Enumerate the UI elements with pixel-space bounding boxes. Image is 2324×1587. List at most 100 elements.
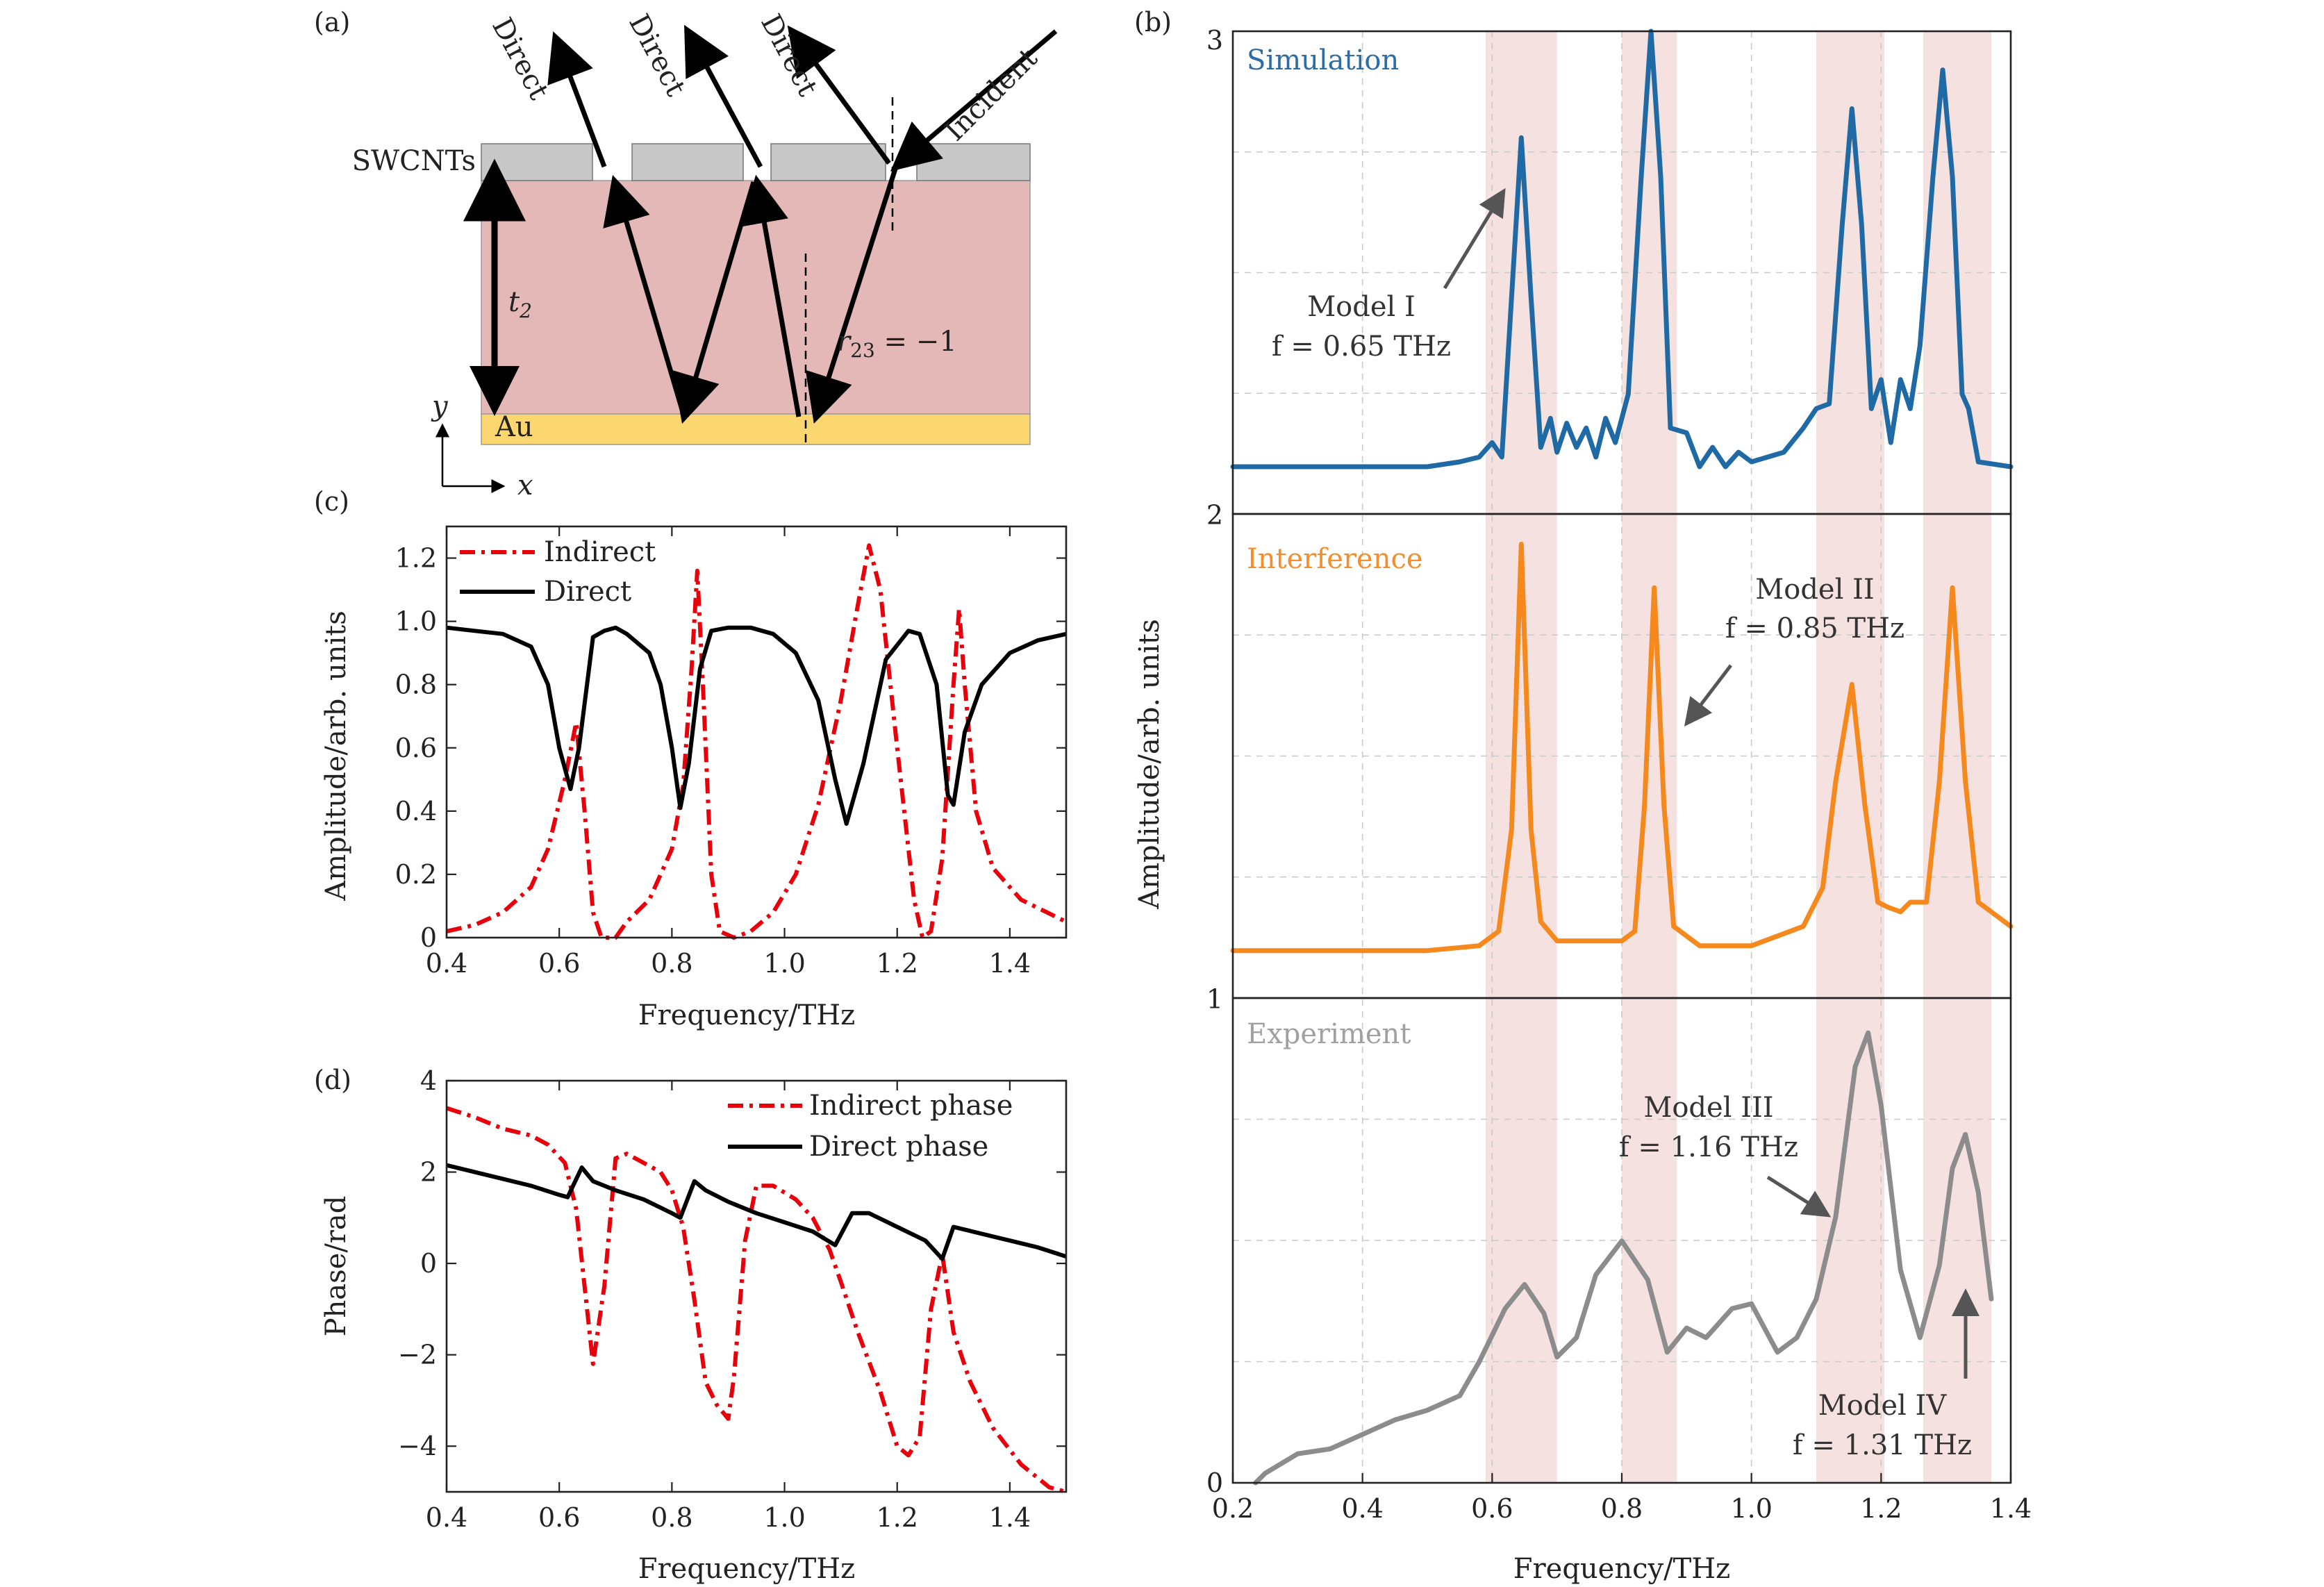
x-tick-label: 1.2 xyxy=(877,1502,918,1533)
x-tick-label: 1.2 xyxy=(1860,1493,1902,1524)
y-tick-label: 1.2 xyxy=(395,543,437,574)
x-tick-label: 0.6 xyxy=(538,948,580,979)
y-axis-title: Amplitude/arb. units xyxy=(1134,619,1165,910)
legend-label: Direct phase xyxy=(809,1131,988,1163)
incident-ray xyxy=(890,29,1058,172)
y-tick-label: 0.8 xyxy=(395,670,437,700)
x-tick-label: 1.0 xyxy=(763,948,805,979)
thickness-label: t2 xyxy=(508,286,532,322)
series-line xyxy=(446,1163,1067,1261)
x-tick-label: 1.0 xyxy=(763,1502,805,1533)
series-line xyxy=(1253,1030,1994,1486)
y-tick-label: 2 xyxy=(1206,500,1223,531)
panel-c-label: (c) xyxy=(314,486,349,517)
x-tick-label: 1.4 xyxy=(989,1502,1031,1533)
direct-ray xyxy=(547,31,607,168)
series-line xyxy=(1230,542,2014,954)
panel-b-label: (b) xyxy=(1134,7,1172,38)
swcnt-block xyxy=(631,143,744,181)
au-label: Au xyxy=(495,411,533,443)
y-axis-title: Amplitude/arb. units xyxy=(320,610,352,901)
x-axis-title: Frequency/THz xyxy=(1513,1553,1730,1585)
y-tick-label: 0 xyxy=(420,1248,437,1279)
direct-label: Direct xyxy=(622,9,692,101)
direct-ray xyxy=(787,25,891,165)
reflected-ray xyxy=(740,174,802,417)
gold-layer xyxy=(481,413,1031,445)
x-tick-label: 0.4 xyxy=(426,1502,467,1533)
y-tick-label: 2 xyxy=(420,1157,437,1188)
y-tick-label: 3 xyxy=(1206,25,1223,56)
y-tick-label: 1 xyxy=(1206,983,1223,1014)
y-tick-label: 0 xyxy=(1206,1468,1223,1498)
chart-panel-d: (d) 0.4 0.6 0.8 1.0 1.2 1.4 −4 −2 0 2 4 Indirect p… xyxy=(314,1065,1068,1585)
substrate-layer xyxy=(481,180,1031,415)
legend-label: Indirect xyxy=(544,536,656,568)
incident-label: Incident xyxy=(939,42,1044,147)
chart-panel-b: (b) 0.2 0.4 0.6 0.8 1.0 1.2 1.4 0 1 2 3 Simulation… xyxy=(1134,7,2032,1585)
series-line xyxy=(446,1106,1067,1494)
x-axis-title: Frequency/THz xyxy=(638,1553,855,1585)
reflection-coefficient-label: r23 = −1 xyxy=(837,326,957,362)
legend-label: Indirect phase xyxy=(809,1090,1013,1122)
shaded-band xyxy=(1622,31,1677,1483)
swcnt-label: SWCNTs xyxy=(352,145,476,177)
panel-d-label: (d) xyxy=(314,1065,351,1095)
annotation-arrow xyxy=(1443,188,1506,290)
series-line xyxy=(446,543,1068,940)
x-axis-label: x xyxy=(517,470,533,501)
y-axis-title: Phase/rad xyxy=(320,1196,352,1337)
annotation-text: Model III xyxy=(1643,1092,1773,1124)
x-tick-label: 1.0 xyxy=(1730,1493,1772,1524)
schematic-panel-a: (a) SWCNTs Au t2 Direct Direct Direct In… xyxy=(314,7,1058,501)
direct-ray xyxy=(684,24,763,168)
annotation-text: Model II xyxy=(1755,574,1874,606)
direct-label: Direct xyxy=(485,13,555,105)
annotation-text: f = 1.31 THz xyxy=(1793,1429,1972,1461)
y-tick-label: 0.6 xyxy=(395,733,437,763)
annotation-text: f = 1.16 THz xyxy=(1619,1131,1798,1163)
annotation-arrow xyxy=(1766,1175,1832,1218)
direct-label: Direct xyxy=(754,9,824,101)
swcnt-block xyxy=(770,143,886,181)
legend-label: Direct xyxy=(544,576,631,608)
subplot-title: Interference xyxy=(1247,543,1423,575)
annotation-text: Model IV xyxy=(1818,1390,1948,1422)
plot-frame xyxy=(445,1079,1068,1493)
x-tick-label: 0.8 xyxy=(1601,1493,1643,1524)
x-tick-label: 0.2 xyxy=(1212,1493,1254,1524)
x-axis-title: Frequency/THz xyxy=(638,999,855,1031)
x-tick-label: 0.6 xyxy=(538,1502,580,1533)
annotation-text: Model I xyxy=(1307,291,1416,323)
y-tick-label: −4 xyxy=(398,1431,437,1461)
y-tick-label: 0.2 xyxy=(395,859,437,890)
y-tick-label: −2 xyxy=(398,1340,437,1370)
x-tick-label: 0.8 xyxy=(651,948,692,979)
y-tick-label: 0.4 xyxy=(395,796,437,826)
chart-panel-c: (c) 0.4 0.6 0.8 1.0 1.2 1.4 0 0.2 0.4 0.6 0.8 1.0 1.… xyxy=(314,486,1068,1031)
annotation-arrow xyxy=(1684,664,1732,726)
series-line xyxy=(1230,28,2014,470)
x-tick-label: 0.4 xyxy=(1341,1493,1383,1524)
y-axis-label: y xyxy=(431,390,449,422)
subplot-title: Experiment xyxy=(1247,1018,1411,1050)
series-line xyxy=(446,625,1067,826)
y-tick-label: 1.0 xyxy=(395,606,437,637)
legend: Indirect Direct xyxy=(460,536,656,608)
x-tick-label: 1.4 xyxy=(989,948,1031,979)
refracted-ray xyxy=(672,181,756,424)
x-tick-label: 0.8 xyxy=(651,1502,692,1533)
y-tick-label: 0 xyxy=(420,922,437,953)
reflected-ray xyxy=(603,174,687,417)
plot-frame xyxy=(445,525,1068,939)
subplot-title: Simulation xyxy=(1247,44,1399,76)
refracted-ray xyxy=(805,165,899,424)
shaded-band xyxy=(1486,31,1557,1483)
annotation-text: f = 0.85 THz xyxy=(1725,613,1904,645)
x-tick-label: 1.4 xyxy=(1990,1493,2032,1524)
y-tick-label: 4 xyxy=(420,1065,437,1096)
swcnt-block xyxy=(916,143,1031,181)
annotation-text: f = 0.65 THz xyxy=(1272,331,1451,363)
